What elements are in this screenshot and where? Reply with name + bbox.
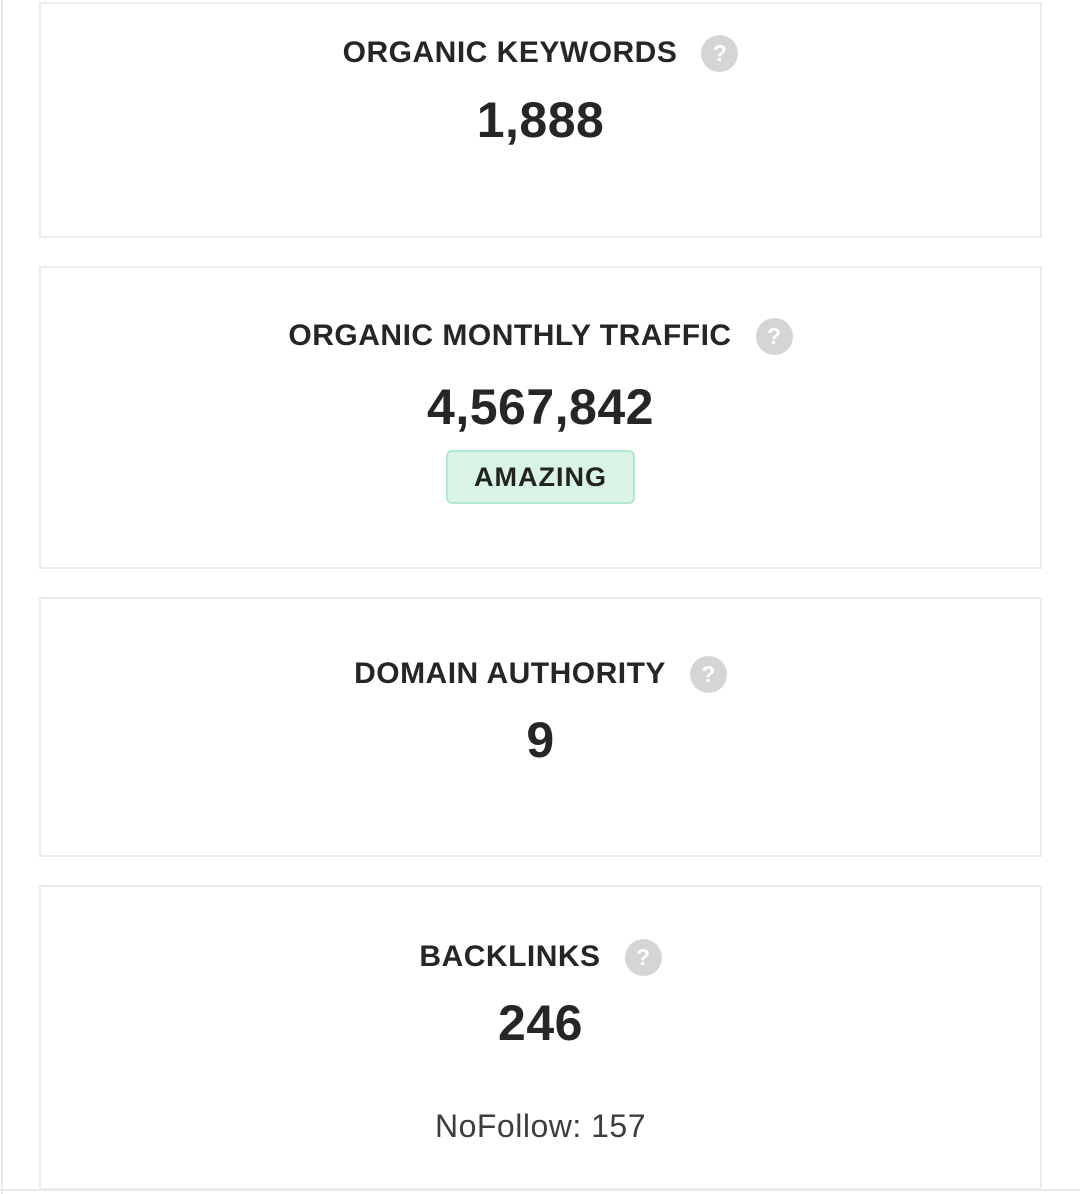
organic-monthly-traffic-title-row: ORGANIC MONTHLY TRAFFIC ? — [288, 315, 793, 357]
organic-monthly-traffic-card: ORGANIC MONTHLY TRAFFIC ? 4,567,842 AMAZ… — [39, 266, 1042, 569]
backlinks-title: BACKLINKS — [419, 940, 601, 973]
organic-keywords-value: 1,888 — [476, 92, 605, 148]
seo-metrics-panel: ORGANIC KEYWORDS ? 1,888 ORGANIC MONTHLY… — [39, 2, 1042, 1190]
domain-authority-card: DOMAIN AUTHORITY ? 9 — [39, 597, 1042, 857]
organic-keywords-title: ORGANIC KEYWORDS — [342, 36, 678, 69]
domain-authority-title: DOMAIN AUTHORITY — [354, 657, 666, 690]
left-section-divider — [1, 0, 3, 1194]
organic-keywords-card: ORGANIC KEYWORDS ? 1,888 — [39, 2, 1042, 238]
help-icon[interactable]: ? — [689, 655, 727, 693]
domain-authority-value: 9 — [526, 712, 555, 768]
organic-keywords-title-row: ORGANIC KEYWORDS ? — [343, 32, 739, 74]
bottom-section-divider — [0, 1189, 1080, 1191]
help-icon[interactable]: ? — [701, 34, 739, 72]
nofollow-count: NoFollow: 157 — [434, 1108, 647, 1144]
backlinks-value: 246 — [498, 995, 583, 1051]
traffic-rating-badge: AMAZING — [446, 450, 635, 504]
help-icon[interactable]: ? — [755, 317, 793, 355]
help-icon[interactable]: ? — [624, 938, 662, 976]
backlinks-card: BACKLINKS ? 246 NoFollow: 157 — [39, 885, 1042, 1190]
organic-monthly-traffic-value: 4,567,842 — [427, 379, 654, 435]
organic-monthly-traffic-title: ORGANIC MONTHLY TRAFFIC — [288, 319, 732, 352]
domain-authority-title-row: DOMAIN AUTHORITY ? — [354, 653, 727, 695]
backlinks-title-row: BACKLINKS ? — [419, 936, 662, 978]
